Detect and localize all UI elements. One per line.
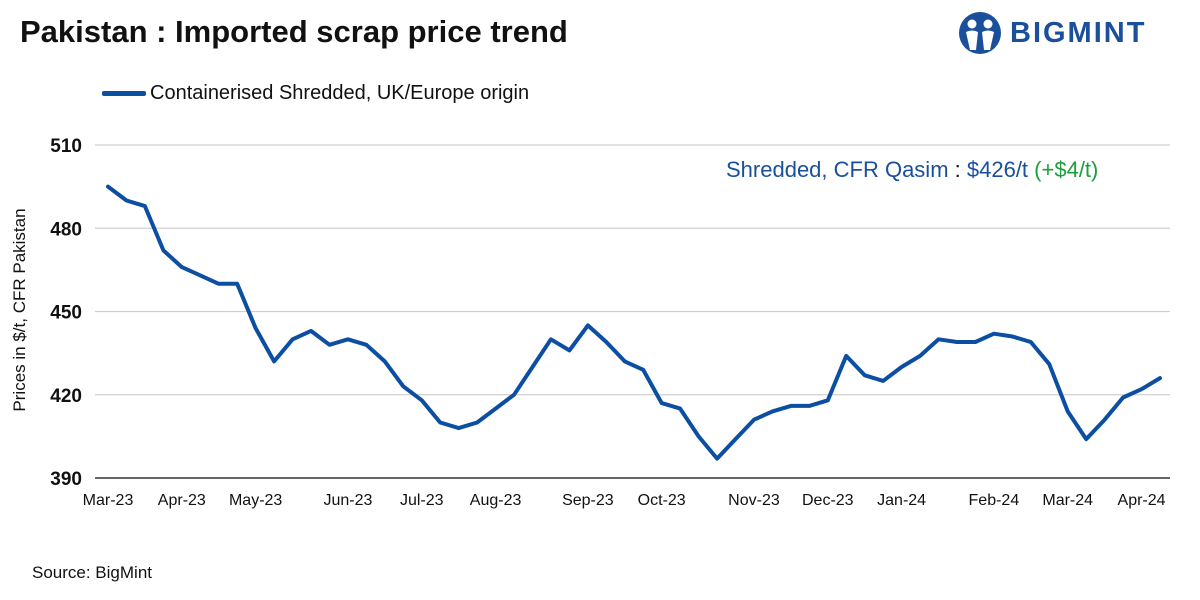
y-tick-label: 420 [50,386,82,407]
annotation-separator: : [948,157,967,182]
legend-swatch [102,91,146,96]
x-tick-label: Aug-23 [470,492,522,509]
series-line [106,184,1162,461]
x-tick-label: Apr-24 [1118,492,1166,509]
y-tick-labels: 390 420 450 480 510 [50,136,82,490]
y-tick-label: 480 [50,219,82,240]
legend-label: Containerised Shredded, UK/Europe origin [150,82,530,104]
x-tick-label: Jan-24 [877,492,926,509]
source-note: Source: BigMint [32,563,152,582]
annotation-label: Shredded, CFR Qasim [726,157,949,182]
y-tick-label: 510 [50,136,82,157]
chart-title: Pakistan : Imported scrap price trend [20,14,568,49]
x-tick-label: Oct-23 [638,492,686,509]
x-tick-label: Jun-23 [323,492,372,509]
y-tick-label: 390 [50,469,82,490]
x-tick-labels: Mar-23 Apr-23 May-23 Jun-23 Jul-23 Aug-23 Sep-… [83,492,1166,509]
x-tick-label: Jul-23 [400,492,444,509]
x-tick-label: Apr-23 [158,492,206,509]
bigmint-logo: BIGMINT [958,8,1188,58]
series-group [106,184,1162,461]
x-tick-label: Dec-23 [802,492,854,509]
annotation-price: $426/t [966,157,1029,182]
annotation-change: (+$4/t) [1034,157,1099,182]
x-tick-label: Feb-24 [969,492,1020,509]
x-tick-label: Sep-23 [562,492,614,509]
price-annotation: Shredded, CFR Qasim : $426/t (+$4/t) [726,157,1098,183]
y-tick-label: 450 [50,303,82,324]
x-tick-label: Nov-23 [728,492,780,509]
x-tick-label: May-23 [229,492,282,509]
x-tick-label: Mar-23 [83,492,134,509]
bigmint-logo-text: BIGMINT [1010,16,1147,49]
legend: Containerised Shredded, UK/Europe origin [102,82,529,105]
gridlines [95,144,1170,479]
x-tick-label: Mar-24 [1042,492,1093,509]
bigmint-logo-icon [959,12,1001,54]
